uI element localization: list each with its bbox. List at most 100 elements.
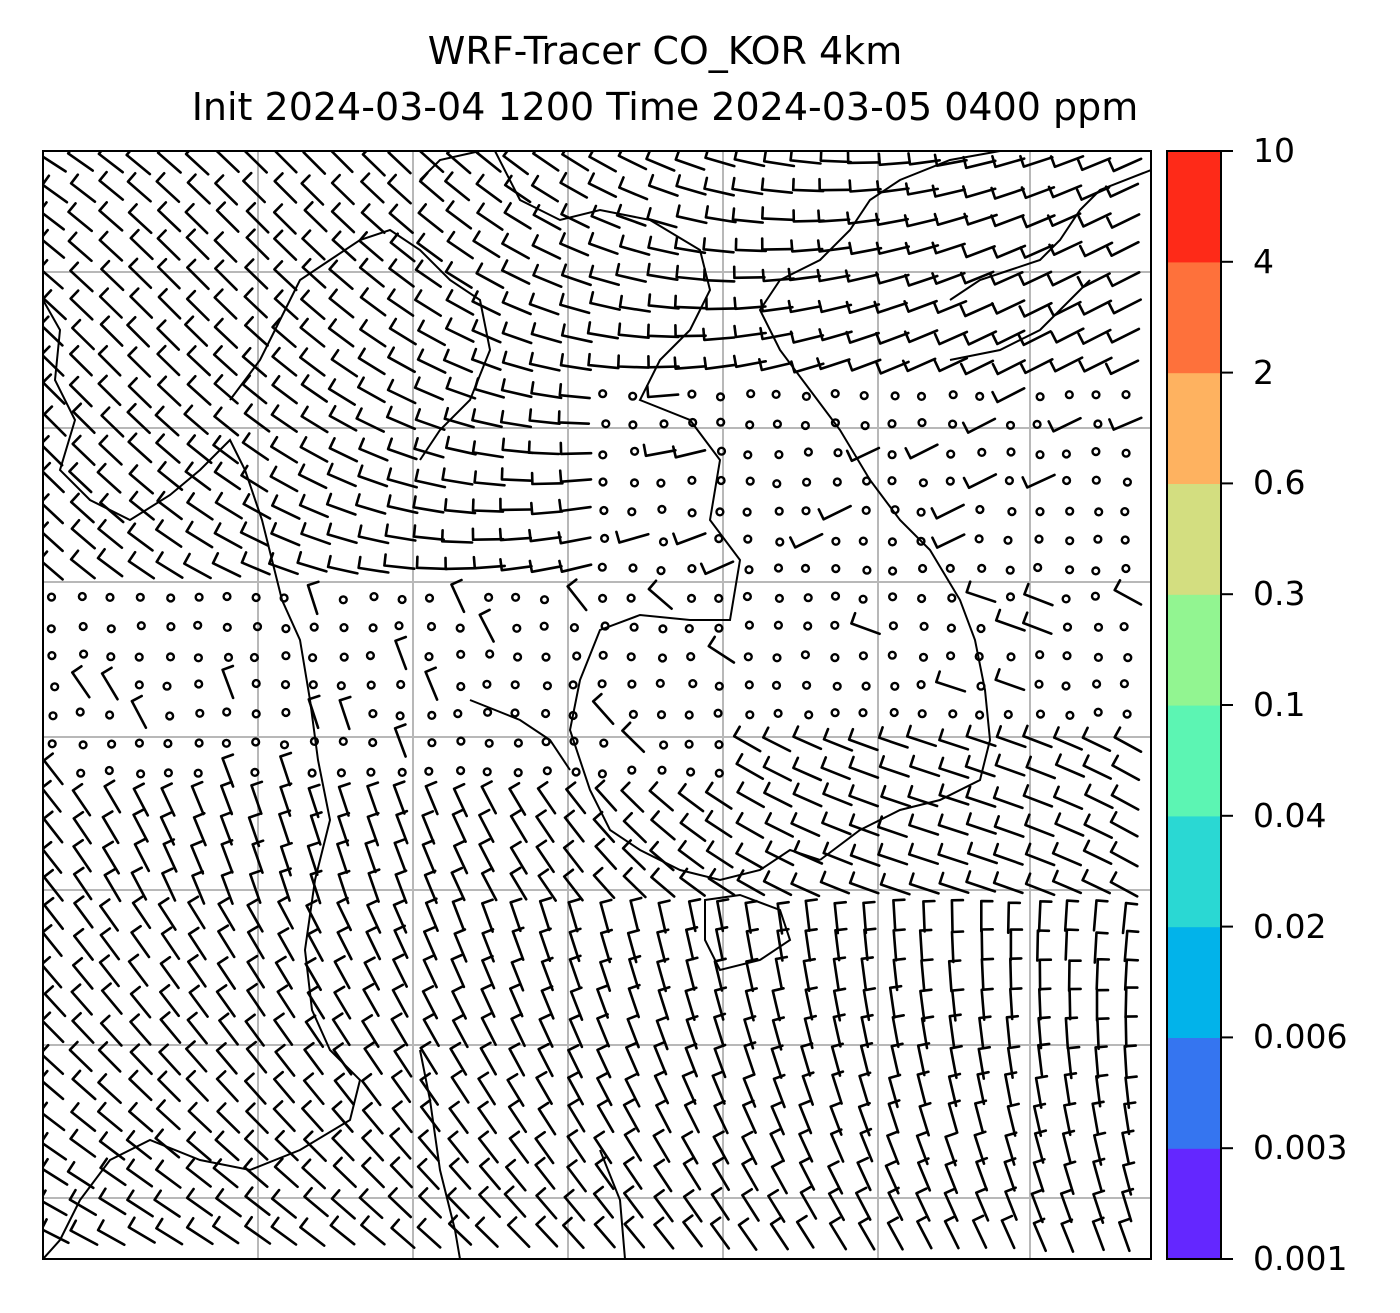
calm-circle xyxy=(887,476,897,486)
calm-circle xyxy=(482,679,492,689)
wind-barb xyxy=(299,317,326,348)
calm-circle xyxy=(1093,622,1104,632)
colorbar-tick-label: 0.04 xyxy=(1253,795,1327,835)
wind-barb xyxy=(737,1217,758,1251)
wind-barb xyxy=(391,1100,413,1134)
wind-barb xyxy=(1032,1158,1046,1193)
wind-barb xyxy=(615,530,650,544)
calm-circle xyxy=(774,593,785,604)
wind-barb xyxy=(357,376,386,404)
wind-barb xyxy=(214,1130,240,1162)
map-title-line1: WRF-Tracer CO_KOR 4km xyxy=(427,29,903,73)
wind-barb xyxy=(71,1012,95,1044)
wind-barb xyxy=(155,1099,181,1131)
calm-circle xyxy=(947,593,957,603)
calm-circle xyxy=(1120,535,1130,545)
wind-barb xyxy=(1081,726,1112,752)
wind-barb xyxy=(187,954,207,988)
wind-barb xyxy=(394,635,408,671)
wind-barb xyxy=(989,271,1024,286)
calm-circle xyxy=(743,534,753,544)
calm-circle xyxy=(598,450,608,460)
wind-barb xyxy=(69,345,93,377)
wind-barb xyxy=(862,900,876,935)
wind-barb xyxy=(588,264,620,287)
wind-barb xyxy=(162,838,178,873)
wind-barb xyxy=(715,926,729,961)
calm-circle xyxy=(948,390,958,400)
wind-barb xyxy=(98,954,120,988)
wind-barb xyxy=(300,374,328,403)
wind-barb xyxy=(594,779,618,812)
wind-barb xyxy=(886,1216,904,1251)
wind-barb xyxy=(186,1011,208,1045)
wind-barb xyxy=(500,378,533,399)
wind-barb xyxy=(1046,212,1082,227)
wind-barb xyxy=(499,558,533,572)
wind-barb xyxy=(128,464,154,495)
wind-barb xyxy=(713,957,727,992)
calm-circle xyxy=(1064,565,1075,575)
wind-barb xyxy=(905,724,937,748)
wind-barb xyxy=(961,245,996,259)
wind-barb xyxy=(97,1101,123,1132)
colorbar-tick-label: 0.003 xyxy=(1253,1128,1348,1168)
wind-barb xyxy=(950,930,965,964)
wind-barb xyxy=(1047,416,1082,433)
wind-barb xyxy=(70,1102,97,1132)
wind-barb xyxy=(1054,812,1085,837)
wind-barb xyxy=(125,151,152,176)
calm-circle xyxy=(78,621,88,632)
wind-barb xyxy=(592,866,616,900)
calm-circle xyxy=(861,476,872,486)
wind-barb xyxy=(241,346,268,378)
wind-barb xyxy=(211,552,242,578)
wind-barb xyxy=(672,532,707,546)
wind-barb xyxy=(991,329,1026,346)
wind-barb xyxy=(244,1072,267,1105)
wind-barb xyxy=(505,1158,527,1192)
calm-circle xyxy=(338,595,348,605)
colorbar-tick-label: 10 xyxy=(1253,131,1295,170)
calm-circle xyxy=(830,652,840,663)
wind-barb xyxy=(919,988,933,1023)
wind-barb xyxy=(68,462,93,494)
wind-barb xyxy=(501,350,534,372)
calm-circle xyxy=(309,736,320,747)
wind-barb xyxy=(331,1100,354,1133)
wind-barb xyxy=(908,813,940,836)
wind-barb xyxy=(792,756,823,782)
wind-barb xyxy=(326,554,359,575)
wind-barb xyxy=(1032,1217,1047,1253)
wind-barb xyxy=(1038,987,1052,1021)
calm-circle xyxy=(540,708,551,719)
wind-barb xyxy=(97,1073,122,1104)
wind-barb xyxy=(186,345,211,377)
wind-barb xyxy=(1003,1157,1017,1192)
wind-barb xyxy=(212,345,238,376)
calm-circle xyxy=(830,389,840,399)
wind-barb xyxy=(127,550,156,580)
wind-barb xyxy=(451,896,466,932)
wind-barb xyxy=(1053,785,1084,810)
wind-barb xyxy=(859,1042,874,1077)
calm-circle xyxy=(456,681,466,692)
wind-barb xyxy=(212,1158,239,1189)
wind-barb xyxy=(418,1187,442,1219)
wind-barb xyxy=(387,1187,413,1219)
wind-barb xyxy=(762,726,792,753)
calm-circle xyxy=(194,738,204,748)
wind-barb xyxy=(333,1072,355,1106)
wind-barb xyxy=(297,463,328,490)
wind-barb xyxy=(891,1014,905,1049)
calm-circle xyxy=(830,591,841,601)
calm-circle xyxy=(1121,563,1131,574)
wind-barb xyxy=(68,1188,97,1217)
wind-barb xyxy=(933,153,968,167)
wind-barb xyxy=(776,927,790,962)
wind-barb xyxy=(976,1070,990,1106)
wind-barb xyxy=(646,323,680,339)
wind-barb xyxy=(246,954,265,989)
wind-barb xyxy=(557,531,592,545)
calm-circle xyxy=(1061,594,1071,604)
